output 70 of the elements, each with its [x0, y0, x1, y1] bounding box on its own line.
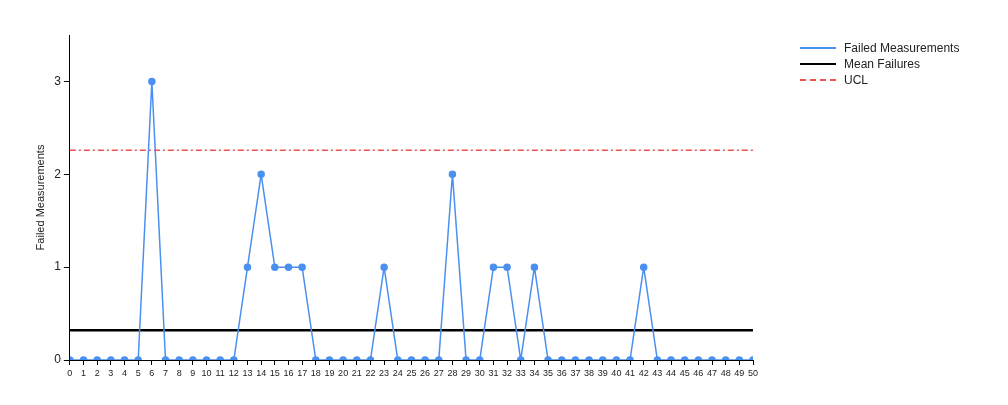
x-tick-label: 29	[461, 367, 472, 378]
x-tick-label: 12	[228, 367, 239, 378]
x-tick-label: 5	[135, 367, 141, 378]
x-tick-label: 33	[515, 367, 526, 378]
x-tick-label: 35	[543, 367, 554, 378]
y-tick-label: 3	[54, 73, 62, 88]
x-tick-label: 50	[747, 367, 759, 378]
x-tick-label: 10	[201, 367, 212, 378]
x-tick-label: 7	[163, 367, 169, 378]
x-tick-label: 18	[310, 367, 321, 378]
x-tick-label: 17	[297, 367, 308, 378]
point	[380, 263, 388, 271]
x-tick-label: 38	[584, 367, 595, 378]
point	[284, 263, 293, 271]
x-tick-label: 34	[529, 367, 540, 378]
x-tick-label: 22	[365, 367, 376, 378]
x-tick-label: 19	[324, 367, 335, 378]
x-tick-label: 46	[693, 367, 704, 378]
x-tick-label: 13	[242, 367, 253, 378]
x-tick-label: 21	[351, 367, 362, 378]
x-tick-label: 44	[666, 367, 677, 378]
x-tick-label: 28	[447, 367, 458, 378]
x-tick-label: 41	[625, 367, 636, 378]
x-tick-label: 32	[502, 367, 513, 378]
y-tick-label: 2	[54, 166, 62, 181]
x-tick-label: 25	[406, 367, 417, 378]
x-tick-label: 47	[707, 367, 718, 378]
point	[489, 263, 498, 271]
x-tick-label: 0	[67, 367, 73, 378]
x-tick-label: 24	[392, 367, 403, 378]
point	[243, 263, 252, 271]
x-tick-label: 14	[256, 367, 267, 378]
point	[271, 263, 279, 271]
point	[503, 263, 511, 271]
point	[257, 170, 265, 179]
point	[298, 263, 306, 271]
legend-label: Failed Measurements	[844, 41, 960, 55]
x-tick-label: 9	[190, 367, 196, 378]
x-tick-label: 40	[611, 367, 622, 378]
x-tick-label: 42	[638, 367, 649, 378]
y-tick-label: 1	[54, 259, 62, 274]
x-tick-label: 15	[269, 367, 280, 378]
x-tick-label: 48	[720, 367, 731, 378]
x-tick-label: 3	[108, 367, 114, 378]
x-tick-label: 49	[734, 367, 745, 378]
x-tick-label: 20	[338, 367, 349, 378]
y-tick-label: 0	[54, 352, 62, 367]
x-tick-label: 45	[679, 367, 690, 378]
x-tick-label: 8	[176, 367, 182, 378]
x-tick-label: 27	[433, 367, 444, 378]
x-tick-label: 39	[597, 367, 608, 378]
x-tick-label: 26	[420, 367, 431, 378]
x-tick-label: 23	[379, 367, 390, 378]
x-tick-label: 1	[81, 367, 87, 378]
x-tick-label: 16	[283, 367, 294, 378]
legend-label: UCL	[844, 73, 869, 87]
x-tick-label: 2	[94, 367, 100, 378]
point	[530, 263, 539, 271]
legend-label: Mean Failures	[844, 57, 921, 71]
x-tick-label: 6	[149, 367, 155, 378]
x-tick-label: 4	[122, 367, 128, 378]
x-tick-label: 37	[570, 367, 581, 378]
x-tick-label: 31	[488, 367, 499, 378]
x-tick-label: 30	[474, 367, 485, 378]
point	[448, 170, 457, 179]
point	[639, 263, 648, 271]
y-axis-title: Failed Measurements	[33, 144, 46, 251]
x-tick-label: 11	[215, 367, 225, 378]
x-tick-label: 36	[556, 367, 567, 378]
x-tick-label: 43	[652, 367, 663, 378]
